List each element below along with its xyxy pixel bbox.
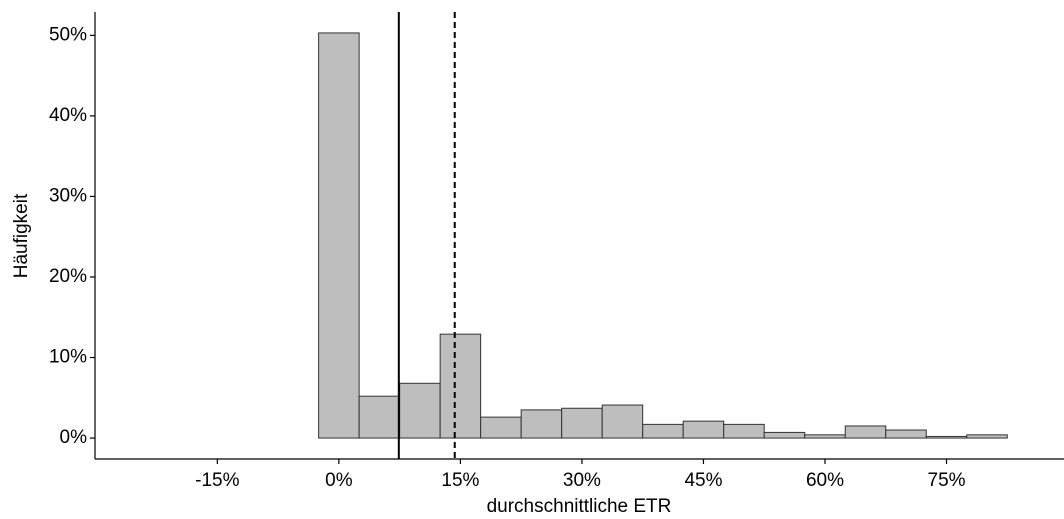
y-tick-label: 10% xyxy=(49,347,87,368)
bar xyxy=(480,416,522,439)
x-tick-label: 0% xyxy=(325,470,353,491)
x-axis-label: durchschnittliche ETR xyxy=(487,496,672,517)
bar xyxy=(966,434,1008,439)
x-tick-label: -15% xyxy=(195,470,239,491)
bar xyxy=(601,404,644,439)
bar xyxy=(763,431,806,439)
y-tick-label: 50% xyxy=(49,24,87,45)
bar xyxy=(318,32,360,439)
x-tick-label: 15% xyxy=(441,470,479,491)
x-tick-label: 45% xyxy=(684,470,722,491)
y-tick-label: 0% xyxy=(60,427,88,448)
y-tick-label: 40% xyxy=(49,105,87,126)
bar xyxy=(520,409,563,439)
bar xyxy=(723,423,765,439)
bar xyxy=(399,382,441,439)
bar xyxy=(925,435,968,439)
bar xyxy=(885,429,927,439)
bar xyxy=(844,425,887,439)
bar xyxy=(439,333,482,439)
y-tick-label: 30% xyxy=(49,185,87,206)
bar xyxy=(642,423,684,439)
bar xyxy=(561,407,603,439)
x-tick-label: 60% xyxy=(806,470,844,491)
y-axis-label: Häufigkeit xyxy=(11,193,32,278)
y-tick-label: 20% xyxy=(49,266,87,287)
bar xyxy=(682,420,725,439)
x-tick-label: 75% xyxy=(928,470,966,491)
bar xyxy=(804,434,846,439)
x-tick-label: 30% xyxy=(563,470,601,491)
bar xyxy=(358,395,401,439)
